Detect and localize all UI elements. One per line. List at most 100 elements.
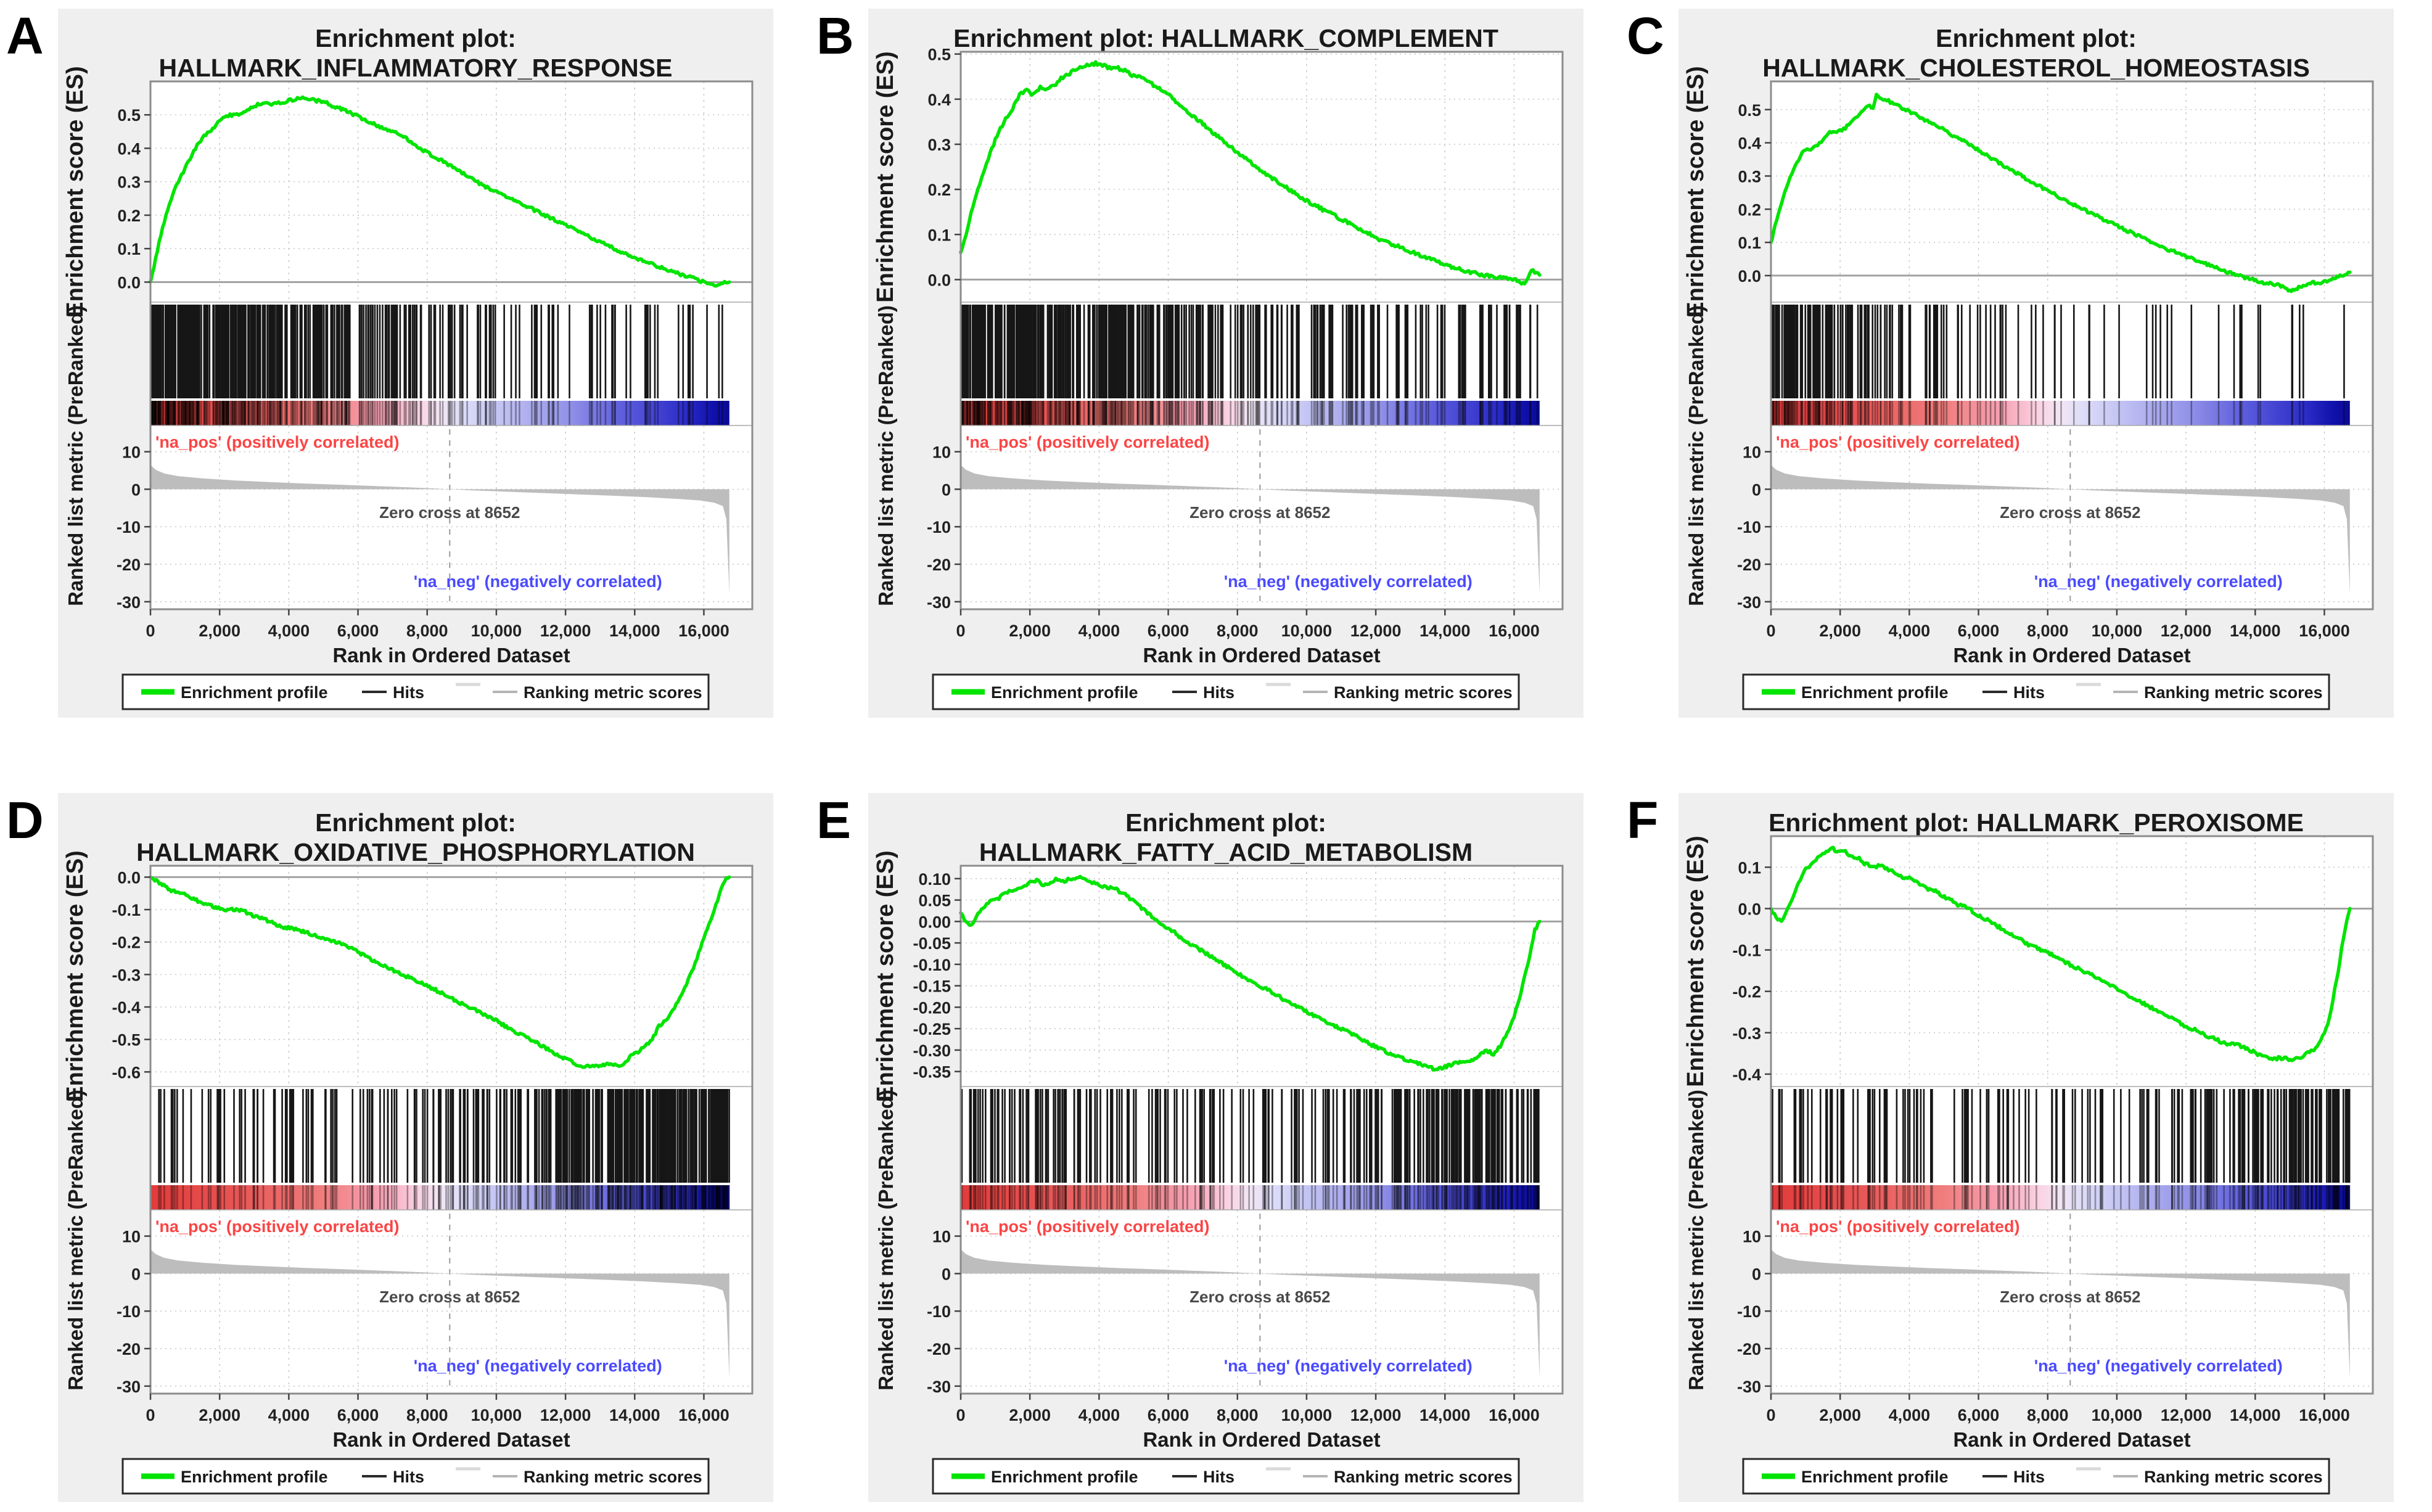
- x-axis: 0 2,000 4,000 6,000 8,000 10,000 12,000 14,000 1…: [146, 1394, 729, 1424]
- svg-text:10,000: 10,000: [471, 1406, 522, 1424]
- svg-text:10: 10: [932, 1228, 951, 1246]
- svg-text:0: 0: [1752, 480, 1761, 499]
- es-y-axis: 0.5 0.4 0.3 0.2 0.1 0.0: [117, 106, 150, 292]
- svg-text:2,000: 2,000: [1009, 1406, 1051, 1424]
- plot-border: [149, 865, 754, 1395]
- correlation-gradient-bar: [961, 401, 1540, 425]
- es-y-axis: 0.5 0.4 0.3 0.2 0.1 0.0: [927, 46, 961, 289]
- svg-text:10,000: 10,000: [2092, 622, 2143, 640]
- metric-y-axis-label: Ranked list metric (PreRanked): [64, 305, 87, 606]
- correlation-gradient-bar: [1771, 401, 2350, 425]
- svg-text:0.1: 0.1: [927, 226, 951, 244]
- svg-text:12,000: 12,000: [1350, 1406, 1402, 1424]
- legend-hits-label: Hits: [393, 1468, 424, 1486]
- svg-text:0.4: 0.4: [117, 139, 141, 158]
- svg-text:8,000: 8,000: [406, 1406, 448, 1424]
- zero-cross-label: Zero cross at 8652: [379, 1288, 520, 1306]
- svg-text:0.5: 0.5: [117, 106, 141, 125]
- svg-text:16,000: 16,000: [1489, 622, 1540, 640]
- na-pos-label: 'na_pos' (positively correlated): [1776, 433, 2019, 451]
- na-pos-label: 'na_pos' (positively correlated): [1776, 1217, 2019, 1236]
- legend-ranking-label: Ranking metric scores: [524, 1468, 702, 1486]
- enrichment-profile-curve: [959, 60, 1542, 286]
- svg-text:0.1: 0.1: [1738, 234, 1761, 252]
- svg-text:0.3: 0.3: [1738, 167, 1761, 186]
- x-axis: 0 2,000 4,000 6,000 8,000 10,000 12,000 14,000 1…: [956, 609, 1540, 640]
- legend-ranking-label: Ranking metric scores: [2144, 683, 2323, 702]
- legend: Enrichment profile Hits Ranking metric sco…: [1742, 1458, 2330, 1495]
- panel-title-line: HALLMARK_FATTY_ACID_METABOLISM: [979, 838, 1473, 866]
- legend-box: [121, 1458, 710, 1495]
- gradient-hit-overlay: [1771, 401, 2345, 425]
- svg-text:14,000: 14,000: [1419, 622, 1471, 640]
- svg-text:2,000: 2,000: [1819, 622, 1861, 640]
- svg-text:0.00: 0.00: [918, 913, 951, 931]
- svg-text:-20: -20: [927, 556, 951, 574]
- panel-title-line: Enrichment plot: HALLMARK_PEROXISOME: [1769, 808, 2304, 837]
- x-axis-label: Rank in Ordered Dataset: [332, 1428, 570, 1451]
- svg-text:0: 0: [131, 1265, 141, 1283]
- svg-text:-0.35: -0.35: [913, 1063, 951, 1082]
- svg-text:-0.20: -0.20: [913, 998, 951, 1017]
- svg-text:10: 10: [1743, 1228, 1761, 1246]
- svg-text:-10: -10: [117, 1302, 141, 1321]
- correlation-gradient-bar: [150, 1185, 729, 1210]
- svg-text:6,000: 6,000: [1958, 1406, 2000, 1424]
- legend-enrichment-label: Enrichment profile: [991, 683, 1138, 702]
- panel-letter-b: B: [816, 7, 854, 65]
- hits-band: [960, 1089, 1540, 1183]
- enrichment-plot-figure-f: Enrichment plot: HALLMARK_PEROXISOME 'na_…: [1678, 793, 2394, 1502]
- plot-background: [1771, 81, 2373, 609]
- metric-y-axis: 10 0 -10 -20 -30: [1737, 1228, 1771, 1396]
- legend-box: [932, 673, 1520, 710]
- es-y-axis-label: Enrichment score (ES): [62, 850, 88, 1102]
- svg-text:-0.3: -0.3: [1732, 1024, 1761, 1043]
- enrichment-plot-svg: Enrichment plot:HALLMARK_INFLAMMATORY_RE…: [62, 24, 754, 710]
- correlation-gradient-bar: [961, 1185, 1540, 1210]
- svg-text:6,000: 6,000: [1148, 1406, 1189, 1424]
- svg-text:6,000: 6,000: [1958, 622, 2000, 640]
- zero-cross-label: Zero cross at 8652: [1189, 503, 1330, 522]
- svg-text:12,000: 12,000: [2161, 622, 2212, 640]
- legend: Enrichment profile Hits Ranking metric sco…: [1742, 673, 2330, 710]
- hits-band: [158, 1089, 730, 1183]
- plot-border: [959, 865, 1564, 1395]
- svg-text:8,000: 8,000: [406, 622, 448, 640]
- svg-text:-0.1: -0.1: [112, 901, 141, 919]
- svg-text:12,000: 12,000: [540, 1406, 591, 1424]
- es-y-axis: 0.10 0.05 0.00 -0.05 -0.10 -0.15 -0.20 -0.25 -0.…: [913, 870, 961, 1082]
- legend-hits-label: Hits: [393, 683, 424, 702]
- metric-y-axis-label: Ranked list metric (PreRanked): [1685, 1090, 1707, 1391]
- svg-text:-20: -20: [1737, 556, 1761, 574]
- na-pos-label: 'na_pos' (positively correlated): [966, 433, 1209, 451]
- enrichment-plot-figure-c: Enrichment plot: HALLMARK_CHOLESTEROL_HOM…: [1678, 9, 2394, 718]
- plot-border: [1770, 80, 2374, 610]
- metric-y-axis: 10 0 -10 -20 -30: [117, 1228, 150, 1396]
- panel-cell-d: D Enrichment plot: HALLMARK_OXIDATIVE_PHO…: [6, 793, 776, 1503]
- svg-text:0.2: 0.2: [1738, 200, 1761, 219]
- svg-text:-0.15: -0.15: [913, 977, 951, 996]
- svg-text:-0.6: -0.6: [112, 1063, 141, 1082]
- svg-text:0.1: 0.1: [1738, 858, 1761, 877]
- svg-text:0: 0: [131, 480, 141, 499]
- svg-text:0: 0: [956, 1406, 965, 1424]
- metric-y-axis: 10 0 -10 -20 -30: [117, 443, 150, 612]
- svg-text:6,000: 6,000: [337, 622, 379, 640]
- svg-text:-0.2: -0.2: [112, 934, 141, 952]
- svg-text:-30: -30: [117, 593, 141, 612]
- panel-title-line: HALLMARK_INFLAMMATORY_RESPONSE: [159, 54, 673, 82]
- es-y-axis: 0.1 0.0 -0.1 -0.2 -0.3 -0.4: [1732, 858, 1771, 1084]
- legend-ranking-label: Ranking metric scores: [1334, 1468, 1513, 1486]
- svg-text:12,000: 12,000: [1350, 622, 1402, 640]
- x-axis-label: Rank in Ordered Dataset: [1953, 644, 2190, 667]
- panel-title-line: Enrichment plot:: [315, 808, 516, 837]
- enrichment-plot-svg: Enrichment plot:HALLMARK_FATTY_ACID_META…: [873, 808, 1564, 1495]
- svg-text:-0.05: -0.05: [913, 934, 951, 953]
- svg-text:2,000: 2,000: [199, 1406, 240, 1424]
- enrichment-plot-figure-e: Enrichment plot: HALLMARK_FATTY_ACID_META…: [868, 793, 1584, 1502]
- na-neg-label: 'na_neg' (negatively correlated): [1224, 572, 1473, 591]
- svg-text:2,000: 2,000: [199, 622, 240, 640]
- metric-y-axis: 10 0 -10 -20 -30: [1737, 443, 1771, 612]
- x-axis-label: Rank in Ordered Dataset: [1953, 1428, 2190, 1451]
